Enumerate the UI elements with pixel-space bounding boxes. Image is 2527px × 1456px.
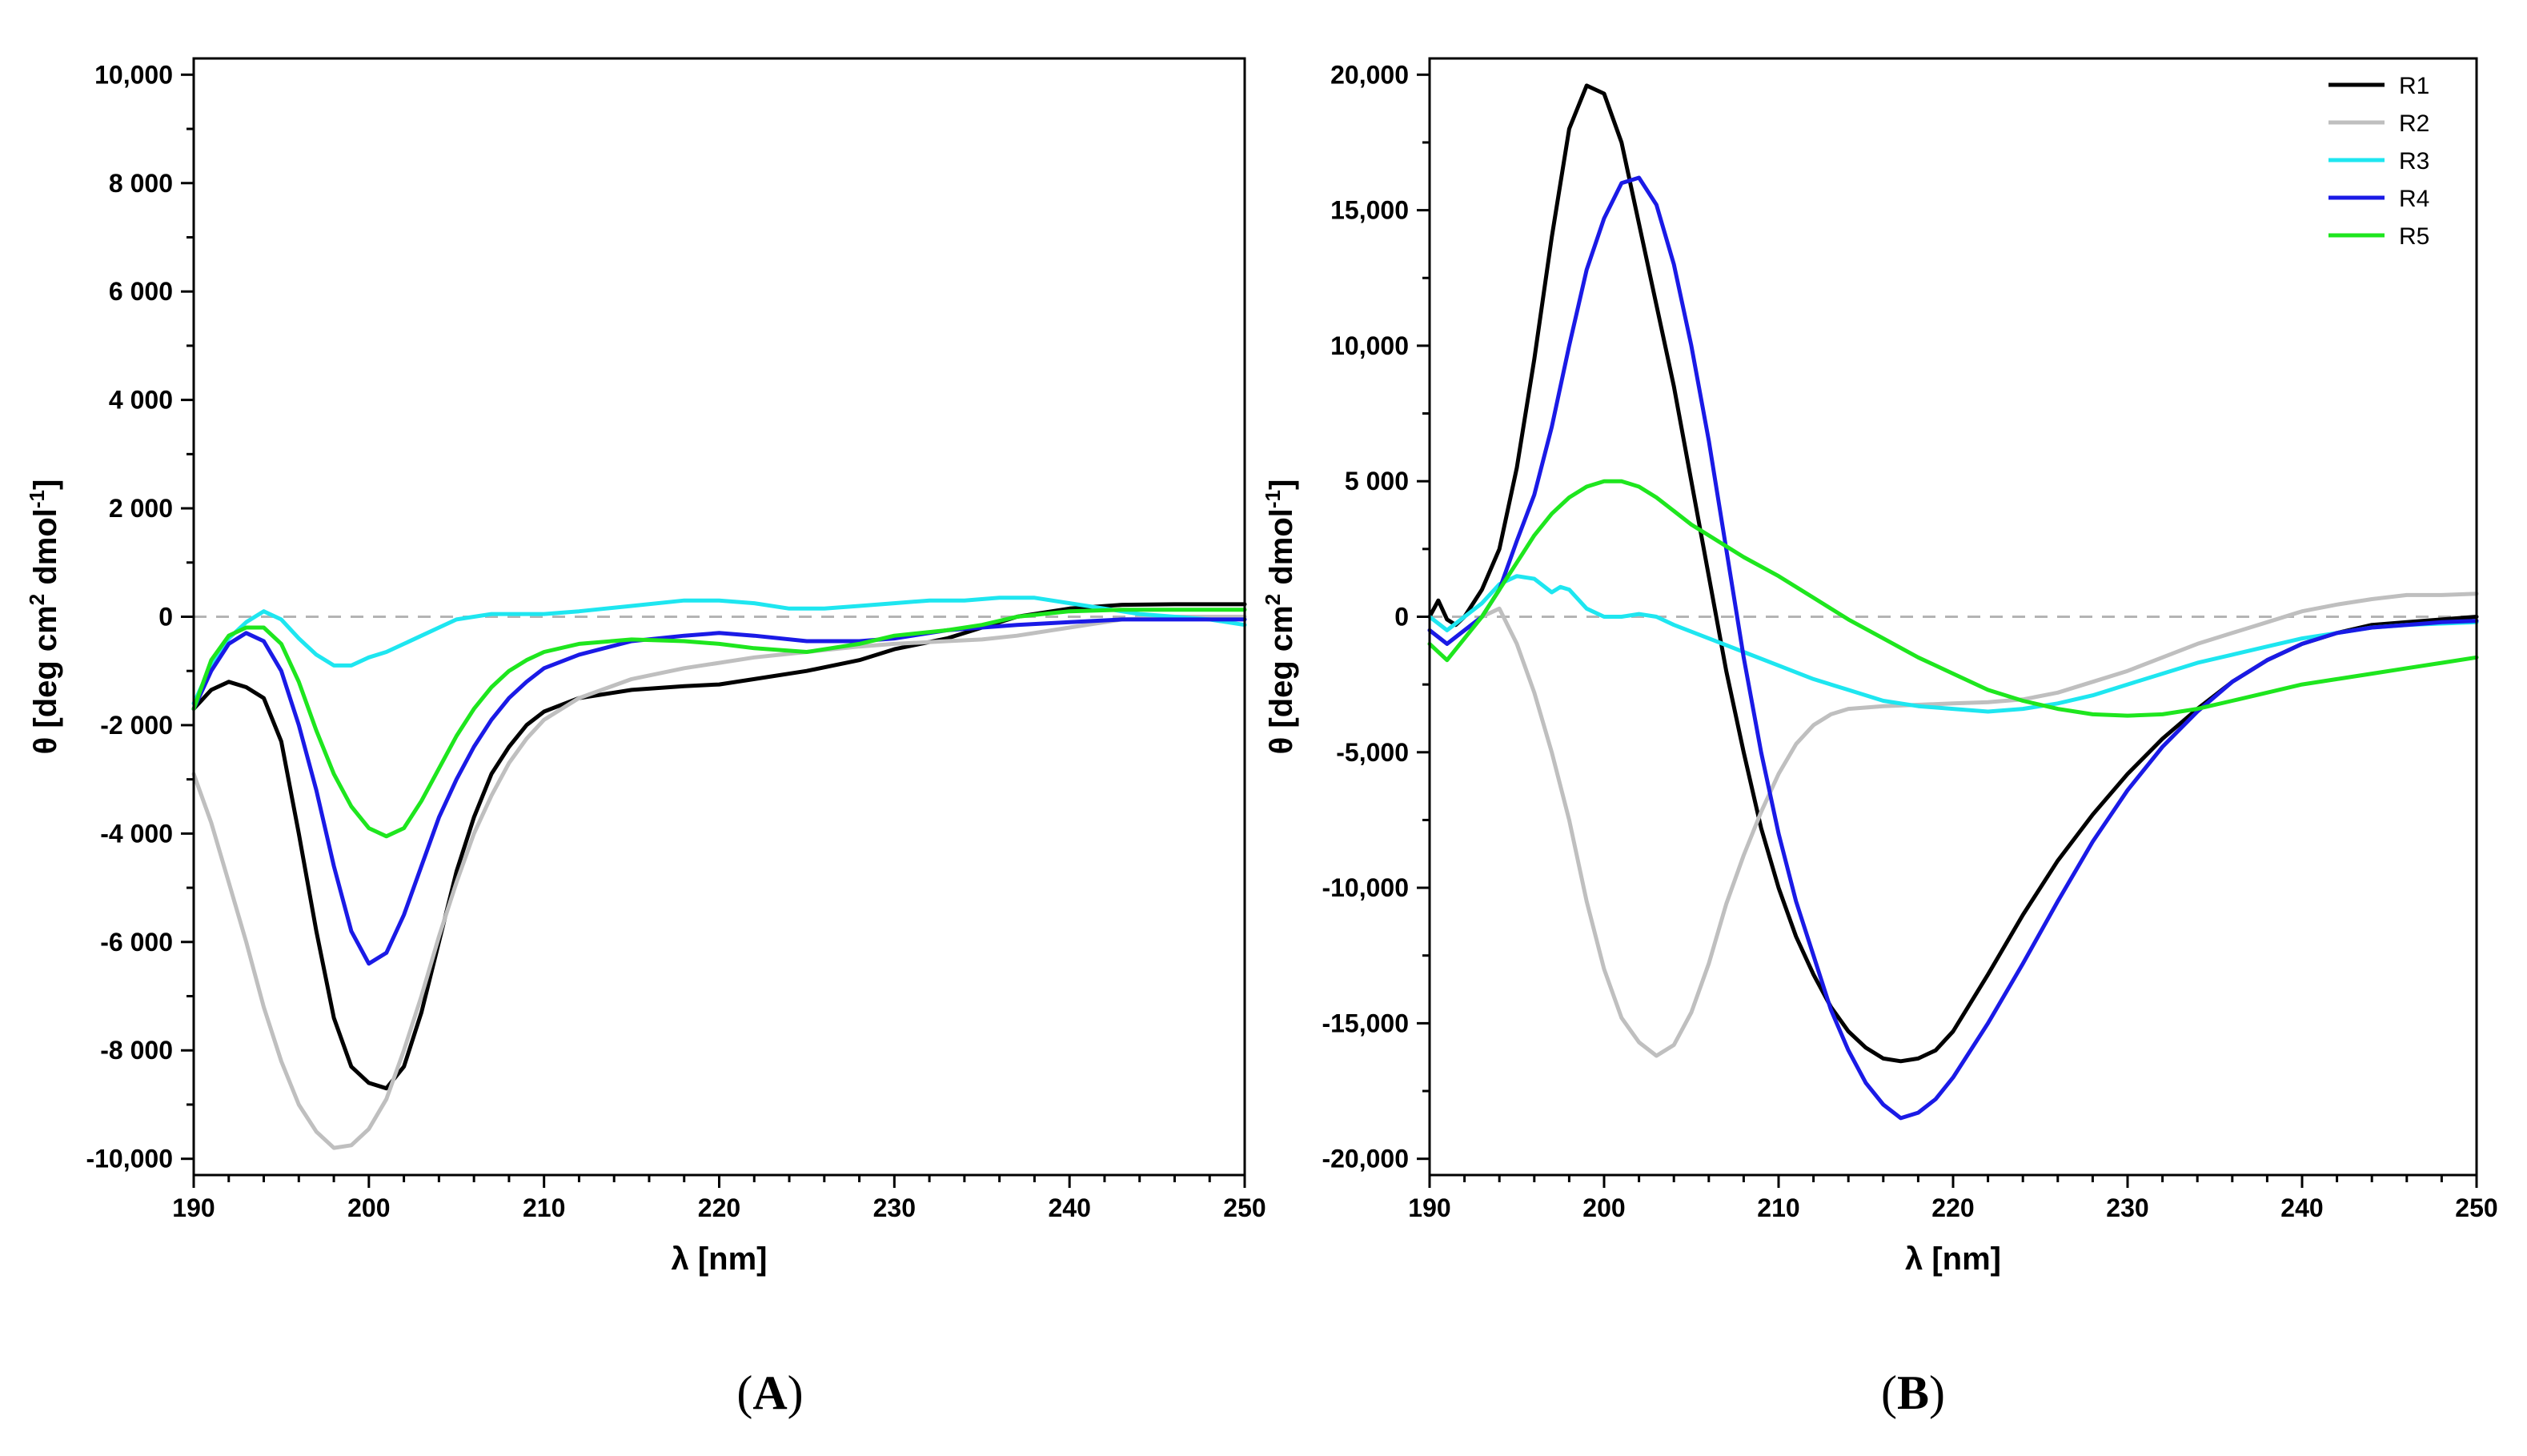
series-line-r4 [1427,175,2479,1121]
legend-label-r3: R3 [2399,148,2429,174]
y-axis-title: θ [deg cm2 dmol-1] [1261,479,1299,755]
y-tick-label: 10,000 [94,60,173,89]
y-tick-label: 8 000 [109,169,173,198]
x-tick-label: 210 [1757,1193,1799,1222]
x-axis-title: λ [nm] [672,1241,768,1277]
panel-b-label: (B) [1881,1366,1945,1419]
y-tick-label: -4 000 [100,819,173,848]
series-line-r1 [191,602,1247,1091]
x-tick-label: 200 [1582,1193,1625,1222]
x-tick-label: 250 [1223,1193,1266,1222]
y-tick-label: -10,000 [86,1145,173,1173]
x-tick-label: 190 [1408,1193,1450,1222]
x-tick-label: 230 [2106,1193,2148,1222]
x-tick-label: 200 [347,1193,390,1222]
panel-b-chart: 190 200 210 220 230 240 250 20,000 15,000 10,000 5… [1261,57,2498,1277]
legend: R1 R2 R3 R4 R5 [2328,73,2429,250]
y-tick-label: -10,000 [1322,873,1409,902]
y-tick-label: -15,000 [1322,1009,1409,1037]
y-axis-title: θ [deg cm2 dmol-1] [25,479,63,755]
x-tick-label: 240 [1048,1193,1090,1222]
y-tick-label: 20,000 [1330,60,1409,89]
y-tick-label: 0 [158,603,173,632]
series-line-r3 [191,596,1247,706]
y-tick-label: 6 000 [109,277,173,306]
series-line-r3 [1427,574,2479,714]
x-axis-title: λ [nm] [1905,1241,2001,1277]
x-tick-label: 240 [2280,1193,2323,1222]
legend-label-r2: R2 [2399,110,2429,137]
legend-label-r4: R4 [2399,186,2429,212]
series-line-r5 [191,608,1247,839]
y-tick-label: 0 [1394,603,1409,632]
y-tick-label: 15,000 [1330,196,1409,225]
y-tick-label: 10,000 [1330,331,1409,360]
y-tick-label: 4 000 [109,386,173,415]
x-tick-label: 220 [1931,1193,1974,1222]
x-tick-label: 220 [698,1193,740,1222]
x-tick-label: 250 [2455,1193,2497,1222]
panel-a-chart: 190 200 210 220 230 240 250 10,000 8 000 6 000 4 0… [25,57,1266,1277]
y-tick-label: 5 000 [1345,467,1409,495]
panel-a-label: (A) [736,1366,803,1419]
legend-label-r1: R1 [2399,73,2429,99]
series-line-r2 [191,615,1247,1150]
series-line-r2 [1427,592,2479,1058]
y-tick-label: -8 000 [100,1036,173,1065]
legend-label-r5: R5 [2399,223,2429,250]
y-tick-label: -20,000 [1322,1145,1409,1173]
y-tick-label: -2 000 [100,711,173,740]
x-tick-label: 230 [873,1193,916,1222]
y-tick-label: -5,000 [1336,738,1409,767]
x-tick-label: 190 [172,1193,215,1222]
y-tick-label: 2 000 [109,494,173,523]
series-line-r5 [1427,479,2479,718]
y-tick-label: -6 000 [100,928,173,957]
x-tick-label: 210 [523,1193,565,1222]
